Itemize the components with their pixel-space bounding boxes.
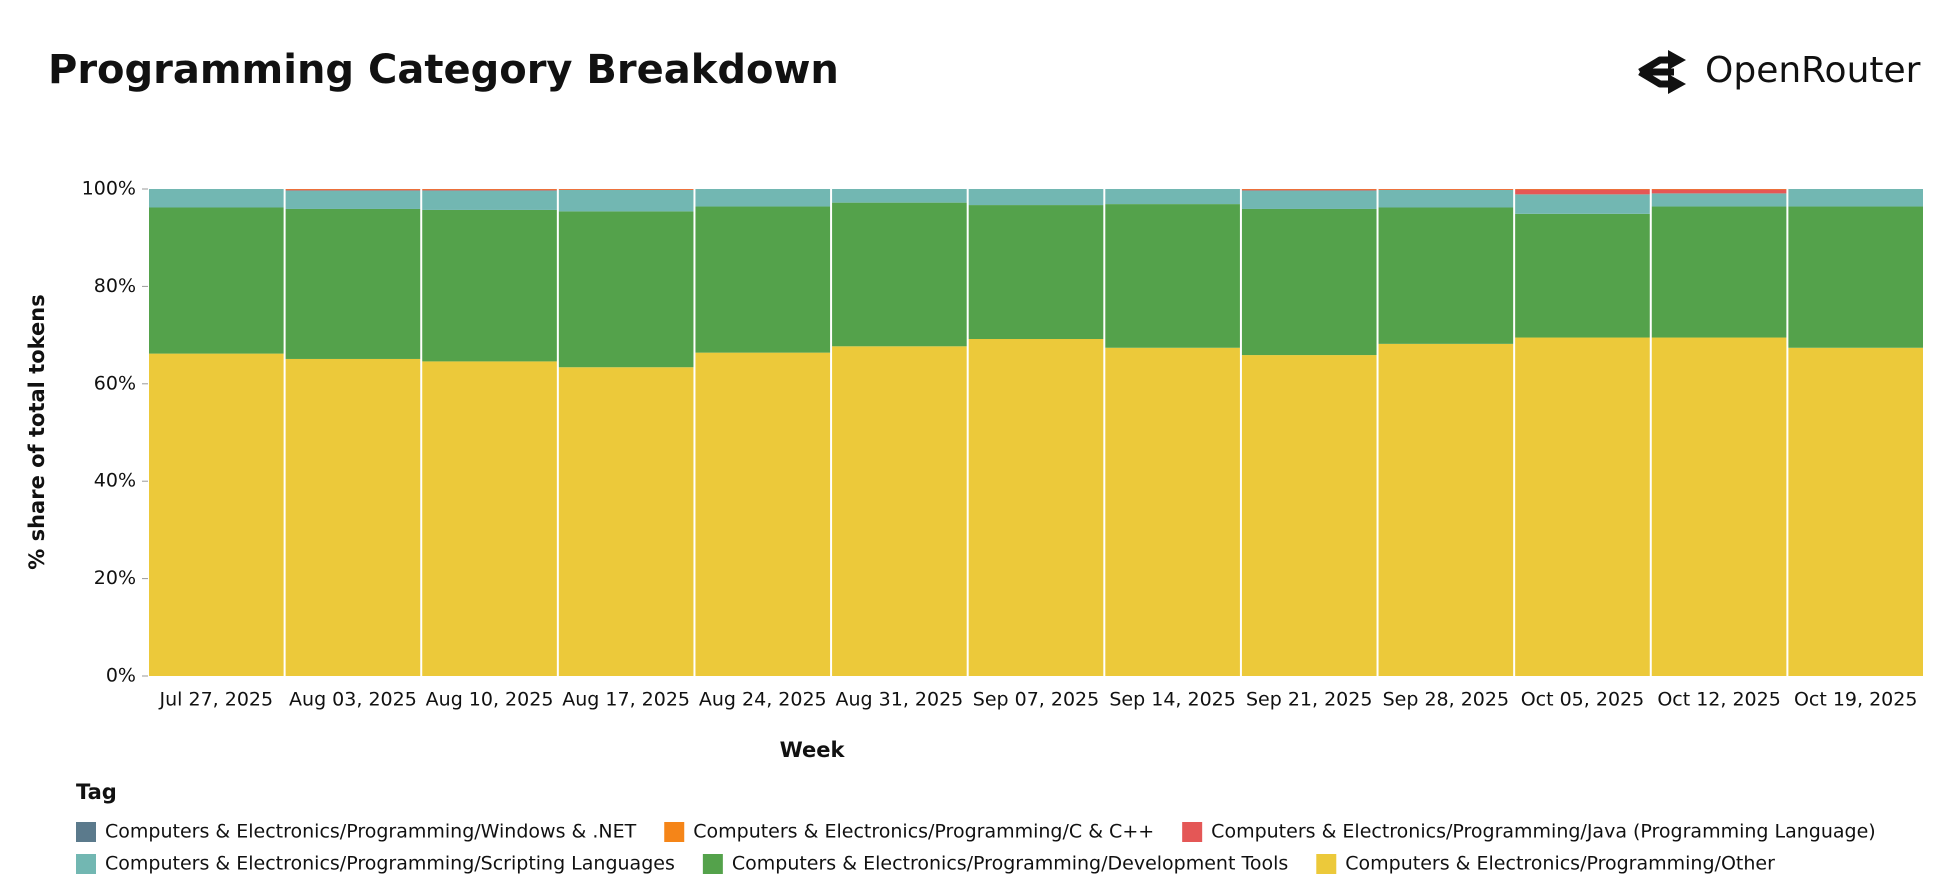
bar-segment	[1651, 206, 1787, 338]
legend-swatch	[76, 854, 96, 874]
bar-segment	[832, 202, 967, 347]
bar-segment	[285, 190, 421, 209]
x-tick-label: Sep 07, 2025	[973, 689, 1099, 711]
bar-segment	[149, 353, 284, 676]
x-tick-label: Sep 14, 2025	[1109, 689, 1235, 711]
bar-segment	[695, 352, 831, 676]
legend-title: Tag	[76, 780, 117, 804]
bar-segment	[1105, 204, 1240, 348]
bar-segment	[695, 206, 831, 353]
bar-segment	[149, 189, 284, 208]
y-tick-label: 60%	[94, 372, 136, 394]
bar-segment	[1515, 194, 1650, 214]
brand-logo: OpenRouter	[1638, 50, 1921, 94]
bar-segment	[968, 205, 1104, 339]
bar-segment	[1515, 189, 1650, 195]
bar-segment	[422, 361, 557, 676]
bar-segment	[1651, 193, 1787, 207]
brand-name: OpenRouter	[1705, 50, 1921, 91]
y-tick-label: 40%	[94, 470, 136, 492]
legend-label: Computers & Electronics/Programming/Deve…	[732, 853, 1288, 875]
y-tick-label: 100%	[82, 178, 136, 200]
y-tick-label: 20%	[94, 567, 136, 589]
bar-segment	[1241, 189, 1377, 191]
x-tick-label: Oct 05, 2025	[1521, 689, 1645, 711]
bar-segment	[1241, 355, 1377, 676]
legend-swatch	[664, 822, 685, 842]
bar-segment	[422, 209, 557, 362]
bar-segment	[1788, 189, 1923, 207]
bar-segment	[558, 367, 694, 676]
x-tick-label: Sep 21, 2025	[1246, 689, 1372, 711]
legend-swatch	[1316, 854, 1337, 874]
bar-segment	[1241, 208, 1377, 356]
bar-segment	[1515, 337, 1650, 676]
legend-swatch	[1182, 822, 1203, 842]
bar-segment	[422, 190, 557, 210]
x-axis-label: Week	[780, 738, 846, 762]
bar-segment	[1105, 347, 1240, 676]
bar-segment	[968, 338, 1104, 676]
y-axis-label: % share of total tokens	[25, 294, 49, 570]
logo-arrows	[1668, 50, 1686, 94]
legend-label: Computers & Electronics/Programming/Java…	[1211, 821, 1876, 843]
legend-label: Computers & Electronics/Programming/Wind…	[105, 821, 637, 843]
legend-label: Computers & Electronics/Programming/Scri…	[105, 853, 675, 875]
x-tick-label: Aug 31, 2025	[836, 689, 964, 711]
bar-segment	[1515, 213, 1650, 338]
x-tick-label: Aug 03, 2025	[289, 689, 417, 711]
bar-segment	[1105, 189, 1240, 205]
x-tick-label: Aug 17, 2025	[562, 689, 690, 711]
bar-segment	[558, 211, 694, 368]
x-tick-label: Aug 24, 2025	[699, 689, 827, 711]
bar-segment	[285, 358, 421, 676]
bar-segment	[558, 189, 694, 212]
bar-segment	[285, 208, 421, 359]
bar-segment	[968, 189, 1104, 206]
bar-segment	[422, 189, 557, 191]
x-tick-label: Sep 28, 2025	[1383, 689, 1509, 711]
bar-segment	[1788, 206, 1923, 348]
y-tick-label: 80%	[94, 275, 136, 297]
x-tick-label: Oct 19, 2025	[1794, 689, 1918, 711]
bar-segment	[285, 189, 421, 191]
x-tick-label: Jul 27, 2025	[159, 689, 274, 711]
x-tick-label: Aug 10, 2025	[426, 689, 554, 711]
bar-segment	[149, 207, 284, 354]
legend-swatch	[76, 822, 96, 842]
bar-segment	[1241, 190, 1377, 209]
bar-segment	[1378, 207, 1514, 344]
x-tick-label: Oct 12, 2025	[1657, 689, 1781, 711]
bar-segment	[1651, 189, 1787, 194]
legend-swatch	[702, 854, 723, 874]
bar-segment	[832, 189, 967, 203]
bar-segment	[1788, 347, 1923, 676]
bar-segment	[695, 189, 831, 207]
legend-label: Computers & Electronics/Programming/C & …	[693, 821, 1154, 843]
y-tick-label: 0%	[106, 665, 136, 687]
bar-segment	[1378, 343, 1514, 676]
bar-segment	[1378, 189, 1514, 208]
bar-segment	[832, 346, 967, 676]
bar-segment	[1651, 337, 1787, 676]
legend-label: Computers & Electronics/Programming/Othe…	[1345, 853, 1775, 875]
chart-title: Programming Category Breakdown	[48, 47, 839, 93]
